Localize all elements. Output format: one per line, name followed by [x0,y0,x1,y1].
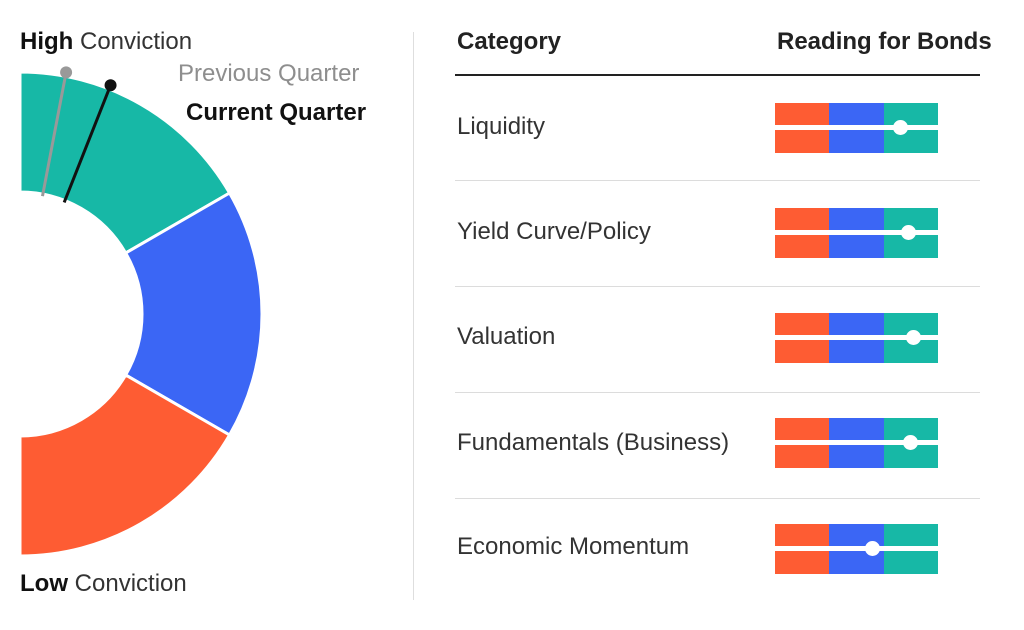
bar-track [775,440,938,445]
current-quarter-pointer-dot [104,79,117,92]
low-conviction-label: Low Conviction [20,570,187,598]
bar-track [775,125,938,130]
reading-marker [902,435,918,450]
low-conviction-bold: Low [20,570,68,597]
category-label: Economic Momentum [457,533,690,560]
conviction-gauge [18,66,264,558]
reading-marker [901,225,917,240]
reading-marker [906,330,922,345]
reading-bar [775,103,938,153]
row-divider [455,180,980,181]
previous-quarter-pointer-dot [60,66,73,79]
reading-header: Reading for Bonds [777,28,992,55]
bar-track [775,335,938,340]
category-header: Category [457,28,562,55]
high-conviction-bold: High [20,28,74,55]
category-label: Liquidity [457,113,546,140]
row-divider [455,392,980,393]
current-quarter-pointer [62,84,112,203]
high-conviction-text: Conviction [80,28,193,55]
previous-quarter-pointer [41,72,68,197]
reading-bar [775,313,938,363]
row-divider [455,286,980,287]
reading-bar [775,208,938,258]
panel-divider [413,32,414,600]
gauge-segment-low [18,372,232,558]
reading-marker [893,120,908,135]
gauge-segment-high [18,70,232,256]
low-conviction-text: Conviction [74,570,187,597]
reading-bar [775,524,938,574]
category-label: Fundamentals (Business) [457,429,730,456]
row-divider [455,498,980,499]
gauge-segment-mid [123,190,264,438]
reading-marker [865,541,881,556]
high-conviction-label: High Conviction [20,28,192,56]
category-label: Valuation [457,323,556,350]
header-rule [455,74,980,76]
current-quarter-label: Current Quarter [186,99,367,126]
bar-track [775,230,938,235]
category-label: Yield Curve/Policy [457,218,651,245]
previous-quarter-label: Previous Quarter [178,60,360,87]
reading-bar [775,418,938,468]
bar-track [775,546,938,551]
